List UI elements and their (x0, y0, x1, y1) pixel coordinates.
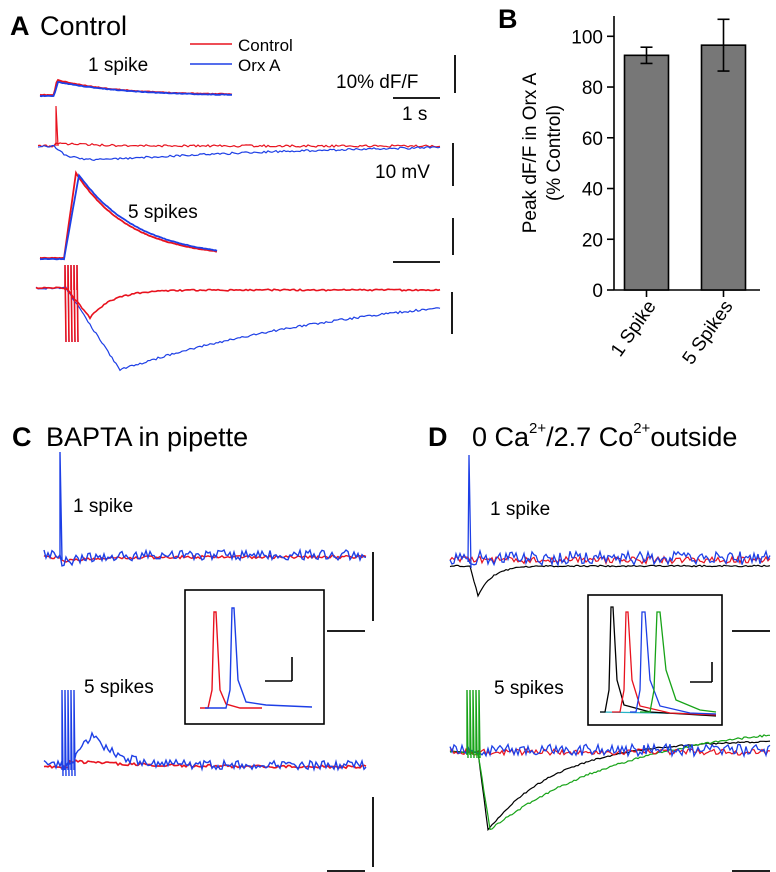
panel-a-5spikes-label: 5 spikes (128, 202, 198, 223)
inset-d-spike-orx (630, 611, 717, 715)
panel-a-title: Control (40, 11, 127, 41)
inset-d-scalebar (690, 662, 713, 683)
y-tick-label: 60 (582, 129, 603, 150)
panel-d: D 0 Ca2+/2.7 Co2+outside 1 spike 5 spike… (428, 420, 771, 872)
trace-c-1spike-orx (43, 451, 367, 567)
ylabel-line: Peak dF/F in Orx A (520, 72, 541, 233)
trace-d-5spikes-green (449, 734, 770, 831)
panel-d-title-sup2: 2+ (633, 420, 650, 437)
trace-d-1spike-orx (449, 454, 771, 569)
trace-d-1spike-control (449, 555, 771, 566)
bar-chart-ylabel: Peak dF/F in Orx A (% Control) (520, 72, 565, 233)
panel-c-letter: C (12, 422, 32, 452)
panel-d-1spike-label: 1 spike (490, 499, 550, 520)
panel-a-letter: A (10, 11, 30, 41)
y-tick-label: 20 (582, 230, 603, 251)
panel-a: A Control 1 spike 5 spikes Control Orx A… (10, 11, 456, 372)
panel-c-5spikes-label: 5 spikes (84, 677, 154, 698)
panel-c-inset (184, 589, 325, 725)
trace-d-5spikes-spikes (466, 689, 481, 759)
inset-d-spike-green (640, 611, 717, 713)
trace-c-5spikes-orx (43, 689, 367, 777)
bar (700, 44, 747, 291)
y-tick-label: 40 (582, 180, 603, 201)
scalebar-mv-label: 10 mV (375, 162, 430, 183)
legend-label-control: Control (238, 36, 293, 55)
panel-b-letter: B (498, 4, 518, 34)
trace-a-fluor-5spikes-orx (39, 173, 218, 261)
trace-c-5spikes-control (43, 759, 367, 770)
trace-a-vm-5spikes-control (35, 264, 441, 343)
trace-a-fluor-5spikes-control (39, 170, 218, 260)
inset-c-spike-orx (205, 607, 313, 709)
x-tick-label: 5 Spikes (679, 297, 738, 369)
panel-c-1spike-label: 1 spike (73, 496, 133, 517)
panel-d-5spikes-label: 5 spikes (494, 678, 564, 699)
x-tick-label: 1 Spike (607, 297, 661, 361)
trace-a-vm-1spike-control (37, 105, 441, 148)
trace-d-1spike-black (449, 564, 771, 598)
inset-c-spike-control (200, 611, 262, 709)
bar (623, 54, 670, 291)
y-tick-label: 0 (592, 281, 603, 302)
panel-b: B 0 20 40 60 80 100 1 Spike 5 Spikes Peak dF/F … (498, 4, 760, 369)
panel-d-title: 0 Ca2+/2.7 Co2+outside (472, 420, 737, 452)
scalebar-dff-label: 10% dF/F (336, 72, 418, 93)
trace-a-fluor-1spike-control (39, 78, 233, 97)
y-tick-label: 100 (571, 27, 603, 48)
legend: Control Orx A (190, 36, 293, 75)
panel-c-title: BAPTA in pipette (46, 422, 248, 452)
panel-d-letter: D (428, 422, 448, 452)
ylabel-line: (% Control) (544, 105, 565, 201)
y-tick-label: 80 (582, 78, 603, 99)
inset-d-spike-black (600, 606, 717, 717)
trace-d-5spikes-black (449, 740, 771, 832)
panel-d-title-part3: outside (650, 422, 737, 452)
trace-d-5spikes-orx (449, 742, 771, 759)
legend-label-orx: Orx A (238, 56, 281, 75)
panel-d-title-sup1: 2+ (529, 420, 546, 437)
inset-d-spike-control (612, 611, 717, 716)
panel-c: C BAPTA in pipette 1 spike 5 spikes (12, 422, 374, 872)
panel-d-title-part1: 0 Ca (472, 422, 530, 452)
inset-c-scalebar (265, 657, 293, 682)
trace-a-fluor-1spike-orx (39, 81, 232, 98)
trace-a-vm-5spikes-orx (35, 264, 441, 372)
panel-a-1spike-label: 1 spike (88, 55, 148, 76)
panel-d-title-part2: /2.7 Co (546, 422, 633, 452)
scalebar-time-label: 1 s (402, 104, 427, 125)
trace-a-vm-1spike-orx (37, 144, 441, 162)
bar-chart-bars (623, 18, 747, 291)
